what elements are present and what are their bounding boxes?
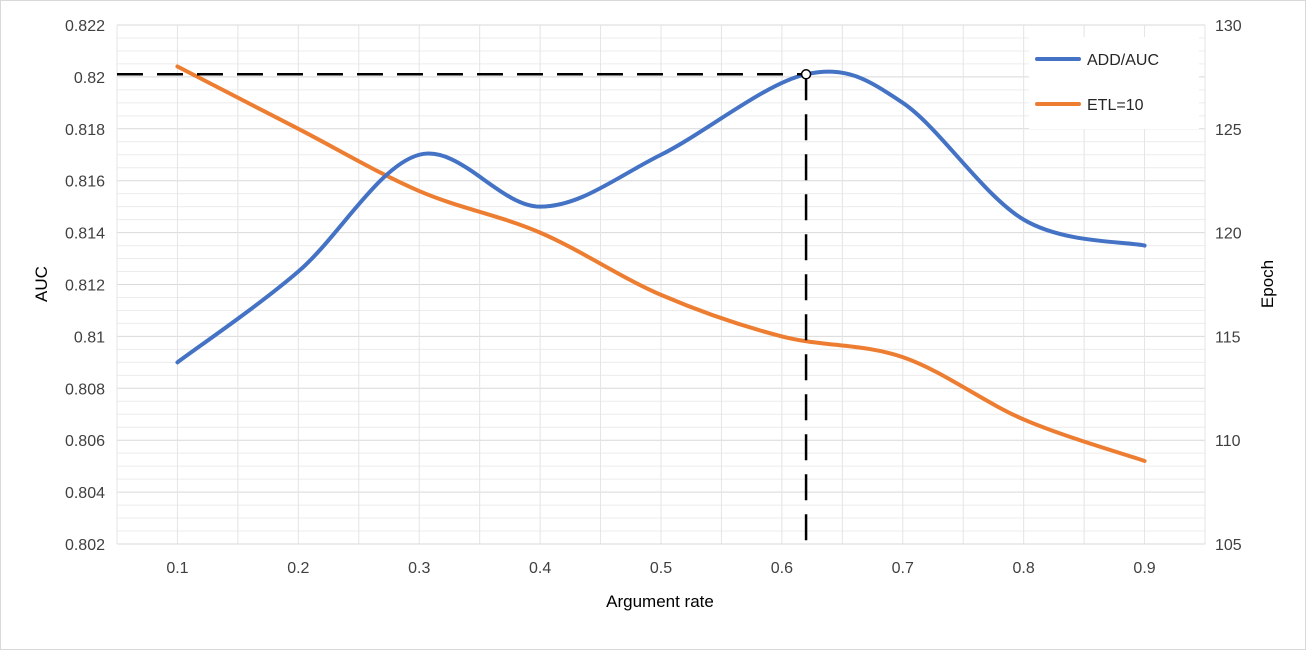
x-tick-label: 0.8: [1013, 560, 1035, 577]
grid: [116, 24, 1206, 545]
annotation-layer: [117, 69, 812, 544]
x-tick-label: 0.2: [287, 560, 309, 577]
legend-box: [1029, 37, 1199, 129]
x-tick-label: 0.4: [529, 560, 551, 577]
right-axis-title: Epoch: [1258, 260, 1277, 308]
left-tick-label: 0.806: [65, 433, 105, 450]
right-tick-label: 105: [1215, 537, 1242, 554]
right-tick-label: 115: [1215, 329, 1241, 346]
right-axis-ticks: 105 110 115 120 125 130: [1215, 18, 1242, 554]
left-tick-label: 0.808: [65, 381, 105, 398]
series-layer: [175, 64, 1147, 463]
x-tick-label: 0.5: [650, 560, 672, 577]
x-axis-ticks: 0.1 0.2 0.3 0.4 0.5 0.6 0.7 0.8 0.9: [166, 560, 1155, 577]
x-tick-label: 0.1: [166, 560, 188, 577]
left-tick-label: 0.816: [65, 174, 105, 191]
series-line-etl-10: [175, 64, 1147, 463]
annotation-marker: [800, 69, 812, 80]
legend-label: ADD/AUC: [1087, 52, 1159, 69]
right-tick-label: 110: [1215, 433, 1241, 450]
left-tick-label: 0.818: [65, 122, 105, 139]
x-tick-label: 0.6: [771, 560, 793, 577]
right-tick-label: 120: [1215, 226, 1242, 243]
left-tick-label: 0.812: [65, 278, 105, 295]
left-tick-label: 0.82: [74, 70, 105, 87]
series-line-add-auc: [175, 69, 1147, 365]
x-tick-label: 0.3: [408, 560, 430, 577]
right-tick-label: 130: [1215, 18, 1242, 35]
legend: ADD/AUC ETL=10: [1029, 37, 1199, 129]
left-tick-label: 0.81: [74, 329, 105, 346]
x-axis-title: Argument rate: [606, 592, 714, 611]
x-tick-label: 0.7: [892, 560, 914, 577]
x-tick-label: 0.9: [1133, 560, 1155, 577]
right-tick-label: 125: [1215, 122, 1242, 139]
left-axis-title: AUC: [32, 266, 51, 302]
left-tick-label: 0.804: [65, 485, 105, 502]
left-tick-label: 0.814: [65, 226, 105, 243]
left-tick-label: 0.822: [65, 18, 105, 35]
legend-label: ETL=10: [1087, 97, 1144, 114]
left-axis-ticks: 0.802 0.804 0.806 0.808 0.81 0.812 0.814 0.816 0…: [65, 18, 105, 554]
left-tick-label: 0.802: [65, 537, 105, 554]
